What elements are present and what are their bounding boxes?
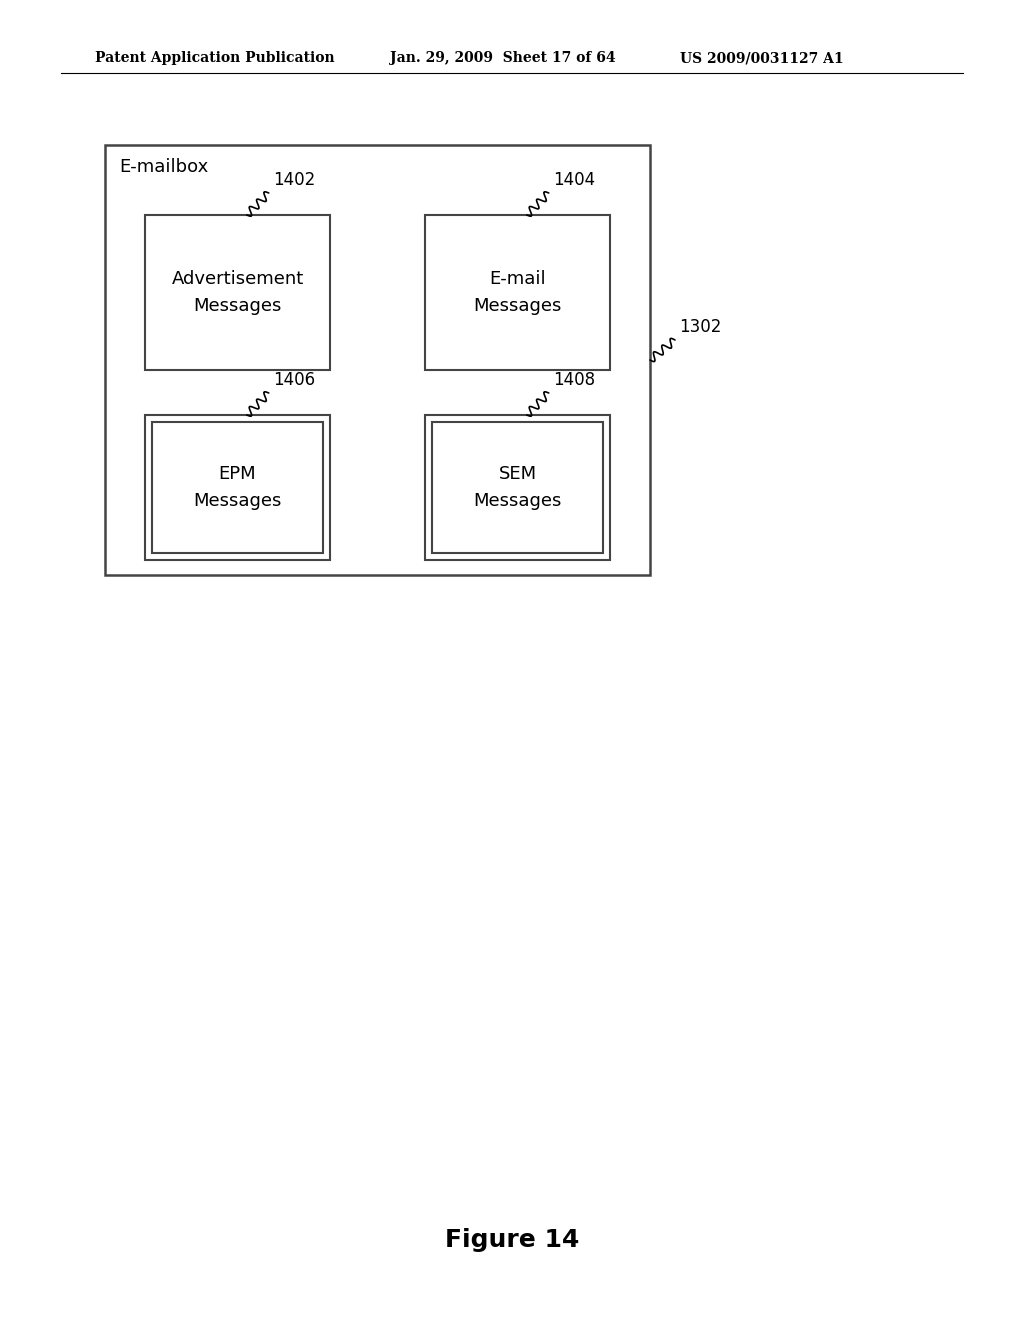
Bar bbox=[152, 422, 323, 553]
Text: Jan. 29, 2009  Sheet 17 of 64: Jan. 29, 2009 Sheet 17 of 64 bbox=[390, 51, 615, 65]
Text: E-mailbox: E-mailbox bbox=[119, 158, 208, 176]
Bar bbox=[425, 215, 610, 370]
Text: Figure 14: Figure 14 bbox=[444, 1228, 580, 1251]
Text: 1402: 1402 bbox=[272, 172, 315, 189]
Bar bbox=[105, 145, 650, 576]
Text: Advertisement
Messages: Advertisement Messages bbox=[171, 271, 304, 314]
Text: 1406: 1406 bbox=[272, 371, 314, 389]
Text: SEM
Messages: SEM Messages bbox=[473, 465, 562, 510]
Bar bbox=[145, 215, 330, 370]
Bar bbox=[145, 414, 330, 560]
Text: EPM
Messages: EPM Messages bbox=[194, 465, 282, 510]
Text: Patent Application Publication: Patent Application Publication bbox=[95, 51, 335, 65]
Text: 1408: 1408 bbox=[553, 371, 595, 389]
Text: US 2009/0031127 A1: US 2009/0031127 A1 bbox=[680, 51, 844, 65]
Text: E-mail
Messages: E-mail Messages bbox=[473, 271, 562, 314]
Text: 1302: 1302 bbox=[679, 318, 721, 337]
Text: 1404: 1404 bbox=[553, 172, 595, 189]
Bar bbox=[432, 422, 603, 553]
Bar bbox=[425, 414, 610, 560]
